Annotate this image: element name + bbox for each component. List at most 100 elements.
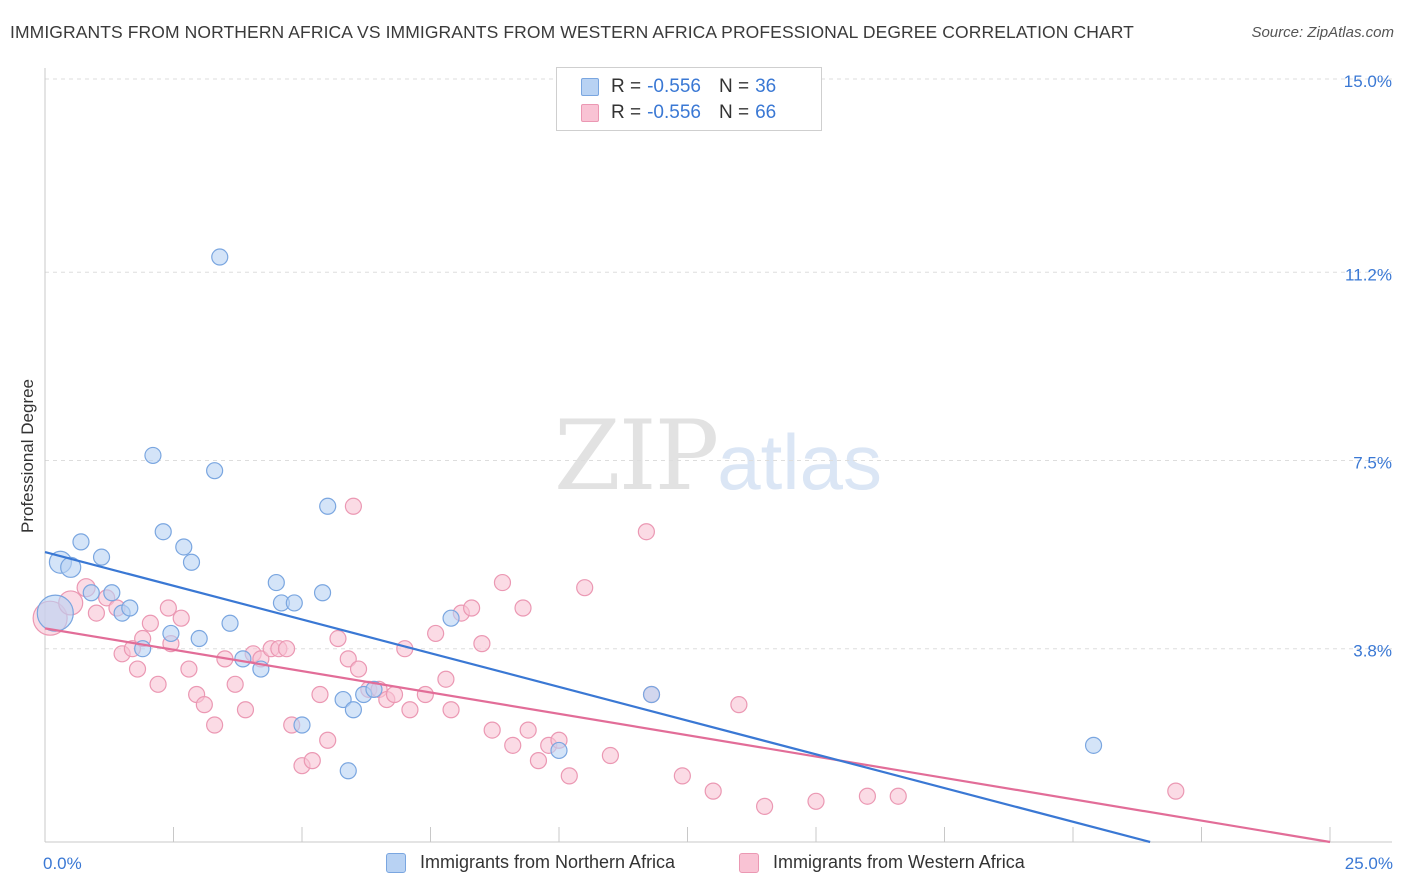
legend-row-northern: R = -0.556 N = 36 (581, 76, 776, 98)
data-point-northern (550, 741, 568, 760)
legend-label-western: Immigrants from Western Africa (773, 852, 1025, 872)
data-point-western (601, 746, 620, 765)
data-point-western (303, 752, 321, 770)
data-point-western (1167, 782, 1185, 800)
data-point-western (483, 721, 501, 739)
data-point-northern (442, 609, 460, 627)
data-point-northern (190, 629, 208, 648)
legend-item-western[interactable]: Immigrants from Western Africa (739, 852, 1025, 873)
legend-swatch-blue (581, 78, 599, 96)
data-point-northern (334, 690, 352, 709)
watermark-atlas: atlas (717, 418, 882, 506)
legend-r-value: -0.556 (647, 102, 701, 123)
data-point-western (180, 660, 198, 678)
trend-line-western (44, 627, 1331, 844)
data-point-western (159, 599, 177, 617)
legend-r-value: -0.556 (647, 76, 701, 97)
data-point-western (463, 599, 481, 617)
data-point-northern (182, 553, 201, 571)
data-point-northern (154, 523, 172, 541)
trend-line-northern (44, 550, 1151, 844)
data-point-western (442, 701, 460, 719)
data-point-northern (211, 248, 229, 266)
data-point-western (473, 635, 491, 653)
source-label: Source: ZipAtlas.com (1251, 24, 1394, 41)
data-point-northern (234, 650, 252, 668)
data-point-northern (642, 685, 661, 704)
data-point-northern (365, 680, 383, 699)
legend-n-label: N = (718, 102, 750, 123)
data-point-western (311, 685, 329, 704)
y-axis-label: Professional Degree (18, 378, 37, 534)
data-point-northern (82, 584, 100, 602)
data-point-northern (285, 594, 303, 612)
data-point-western (195, 696, 213, 714)
data-point-western (519, 721, 537, 739)
legend-label-northern: Immigrants from Northern Africa (420, 852, 676, 872)
data-point-northern (339, 762, 357, 780)
legend-swatch-blue (386, 852, 406, 873)
data-point-northern (175, 538, 193, 556)
data-point-western (514, 599, 532, 617)
legend-n-label: N = (718, 76, 750, 97)
data-point-western (576, 579, 594, 597)
y-tick-label: 11.2% (1345, 265, 1392, 284)
data-point-western (385, 685, 404, 704)
y-tick-label: 15.0% (1344, 72, 1392, 91)
data-point-northern (36, 594, 74, 632)
data-point-western (344, 497, 362, 515)
data-point-western (416, 685, 434, 704)
data-point-western (637, 523, 655, 541)
data-point-northern (144, 446, 162, 465)
y-tick-label: 7.5% (1353, 454, 1392, 473)
data-point-western (560, 767, 578, 785)
data-point-western (226, 675, 244, 693)
data-point-western (889, 787, 907, 805)
data-point-northern (293, 716, 311, 734)
data-point-western (807, 792, 825, 810)
data-point-western (858, 787, 877, 805)
data-point-western (329, 629, 347, 648)
data-point-northern (1084, 736, 1103, 754)
data-point-western (206, 716, 224, 734)
data-point-northern (206, 462, 224, 480)
legend-n-value: 66 (755, 102, 777, 123)
data-point-western (339, 650, 357, 668)
watermark: ZIPatlas (554, 400, 882, 512)
data-point-western (277, 640, 296, 658)
legend-r-label: R = (611, 76, 642, 97)
data-point-western (128, 660, 147, 678)
data-point-northern (319, 497, 337, 515)
y-tick-label: 3.8% (1353, 642, 1392, 661)
data-point-northern (103, 584, 121, 602)
series-legend: Immigrants from Northern Africa Immigran… (0, 852, 1406, 878)
data-point-northern (162, 624, 180, 643)
data-point-western (427, 624, 445, 643)
data-point-western (755, 797, 774, 815)
data-point-western (704, 782, 722, 800)
data-point-western (236, 701, 255, 719)
data-point-western (529, 752, 548, 770)
legend-item-northern[interactable]: Immigrants from Northern Africa (386, 852, 675, 873)
data-point-northern (221, 614, 239, 632)
data-point-western (87, 604, 106, 622)
legend-row-western: R = -0.556 N = 66 (581, 102, 776, 124)
legend-r-label: R = (611, 102, 642, 123)
data-point-northern (72, 533, 90, 551)
x-tick-label-max: 25.0% (1345, 854, 1393, 873)
legend-n-value: 36 (755, 76, 777, 97)
x-tick-label-min: 0.0% (43, 854, 82, 873)
data-point-northern (313, 584, 332, 602)
data-point-western (349, 660, 368, 678)
correlation-legend: R = -0.556 N = 36 R = -0.556 N = 66 (556, 67, 822, 131)
data-point-western (401, 701, 419, 719)
watermark-zip: ZIP (554, 400, 719, 512)
data-point-northern (344, 701, 362, 719)
data-point-western (673, 767, 691, 785)
data-point-northern (92, 548, 111, 566)
data-point-western (730, 696, 748, 714)
data-point-western (493, 573, 512, 592)
data-point-western (149, 675, 167, 693)
data-point-northern (60, 556, 82, 578)
